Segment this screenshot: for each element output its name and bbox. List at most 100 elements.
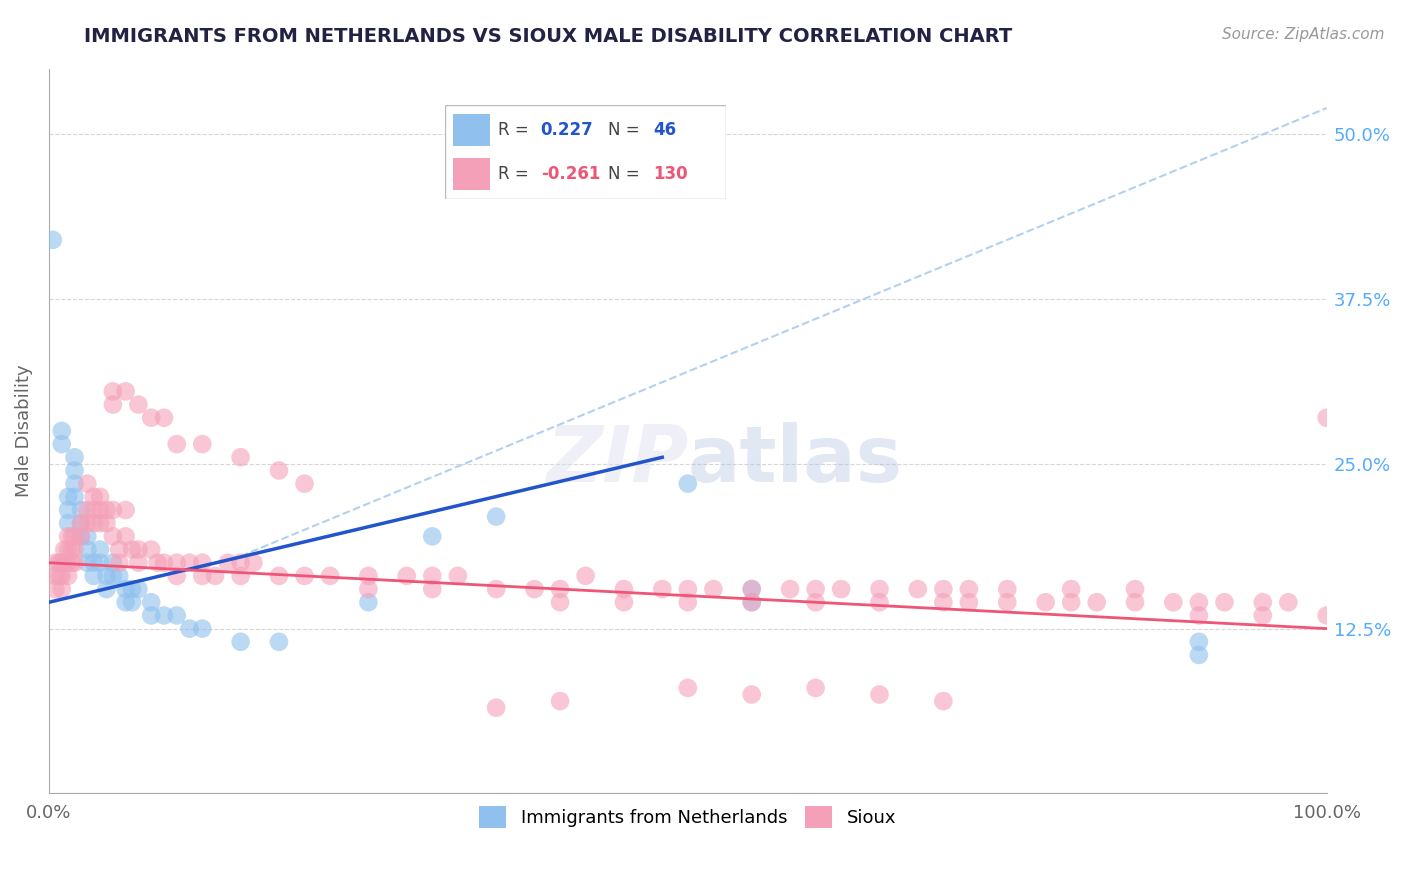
Point <box>395 569 418 583</box>
Point <box>676 681 699 695</box>
Point <box>548 694 571 708</box>
Point <box>294 476 316 491</box>
Point <box>141 542 163 557</box>
Point <box>141 595 163 609</box>
Point <box>932 694 955 708</box>
Point <box>60 556 83 570</box>
Point <box>420 582 443 596</box>
Point <box>101 398 124 412</box>
Point <box>1251 608 1274 623</box>
Point <box>114 595 136 609</box>
Text: atlas: atlas <box>688 422 903 498</box>
Point <box>96 503 118 517</box>
Point <box>51 556 73 570</box>
Point <box>83 490 105 504</box>
Point <box>153 608 176 623</box>
Point <box>548 582 571 596</box>
Point <box>869 688 891 702</box>
Point <box>114 503 136 517</box>
Y-axis label: Male Disability: Male Disability <box>15 365 32 497</box>
Point <box>48 569 70 583</box>
Point <box>420 569 443 583</box>
Point <box>89 542 111 557</box>
Point <box>357 569 380 583</box>
Point <box>217 556 239 570</box>
Point <box>1188 648 1211 662</box>
Point <box>51 424 73 438</box>
Point <box>676 595 699 609</box>
Point <box>741 582 763 596</box>
Point <box>485 582 508 596</box>
Point <box>166 437 188 451</box>
Point <box>121 542 143 557</box>
Point <box>229 556 252 570</box>
Point <box>89 516 111 531</box>
Point <box>56 503 79 517</box>
Point <box>1085 595 1108 609</box>
Point <box>957 582 980 596</box>
Point <box>60 529 83 543</box>
Point <box>76 542 98 557</box>
Point <box>108 542 131 557</box>
Point <box>1188 608 1211 623</box>
Point <box>56 556 79 570</box>
Point <box>63 463 86 477</box>
Point <box>191 437 214 451</box>
Point <box>319 569 342 583</box>
Point <box>1163 595 1185 609</box>
Legend: Immigrants from Netherlands, Sioux: Immigrants from Netherlands, Sioux <box>472 798 904 835</box>
Point <box>63 450 86 465</box>
Point <box>676 476 699 491</box>
Point <box>741 595 763 609</box>
Point <box>1035 595 1057 609</box>
Point <box>869 582 891 596</box>
Text: Source: ZipAtlas.com: Source: ZipAtlas.com <box>1222 27 1385 42</box>
Text: IMMIGRANTS FROM NETHERLANDS VS SIOUX MALE DISABILITY CORRELATION CHART: IMMIGRANTS FROM NETHERLANDS VS SIOUX MAL… <box>84 27 1012 45</box>
Point <box>42 233 65 247</box>
Point <box>1060 582 1083 596</box>
Point <box>179 622 201 636</box>
Point <box>44 582 66 596</box>
Point <box>153 556 176 570</box>
Point <box>70 516 93 531</box>
Point <box>1213 595 1236 609</box>
Point <box>114 582 136 596</box>
Point <box>191 569 214 583</box>
Point <box>141 608 163 623</box>
Point <box>114 529 136 543</box>
Point <box>83 556 105 570</box>
Point <box>44 569 66 583</box>
Point <box>523 582 546 596</box>
Point <box>101 529 124 543</box>
Point <box>166 556 188 570</box>
Point <box>127 542 149 557</box>
Point <box>76 556 98 570</box>
Point <box>229 569 252 583</box>
Point <box>548 595 571 609</box>
Point <box>957 595 980 609</box>
Point <box>76 516 98 531</box>
Point <box>44 556 66 570</box>
Point <box>60 542 83 557</box>
Point <box>741 582 763 596</box>
Point <box>907 582 929 596</box>
Point <box>804 681 827 695</box>
Point <box>702 582 724 596</box>
Point <box>63 556 86 570</box>
Point <box>51 437 73 451</box>
Point <box>651 582 673 596</box>
Point <box>1123 595 1146 609</box>
Point <box>166 569 188 583</box>
Point <box>447 569 470 583</box>
Point <box>96 516 118 531</box>
Point <box>101 569 124 583</box>
Point <box>830 582 852 596</box>
Point <box>153 410 176 425</box>
Point <box>53 556 76 570</box>
Point <box>56 529 79 543</box>
Point <box>70 516 93 531</box>
Point <box>741 595 763 609</box>
Point <box>101 503 124 517</box>
Point <box>96 582 118 596</box>
Point <box>179 556 201 570</box>
